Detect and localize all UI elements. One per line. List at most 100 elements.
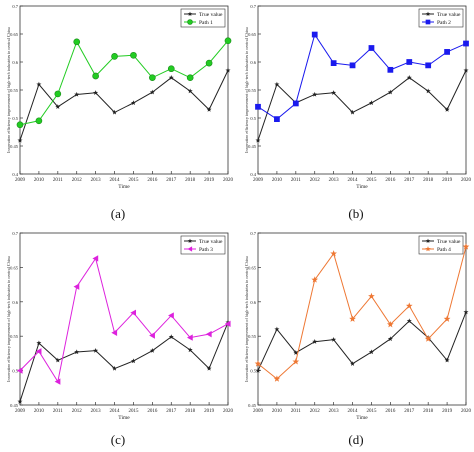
legend-label: True value <box>199 12 223 18</box>
series-true-value <box>255 67 469 143</box>
legend-marker <box>187 19 193 25</box>
series-true-value <box>17 319 231 404</box>
x-tick-label: 2017 <box>166 178 177 183</box>
data-point <box>292 358 300 365</box>
data-point <box>387 320 394 328</box>
plot-frame <box>19 232 229 406</box>
data-point <box>255 367 261 373</box>
x-tick-label: 2011 <box>53 409 63 414</box>
data-point <box>254 360 262 367</box>
x-tick-label: 2014 <box>110 409 121 414</box>
series-path <box>254 243 470 382</box>
data-point <box>186 74 194 82</box>
x-axis-label: Time <box>118 415 130 421</box>
y-tick-label: 0.65 <box>10 265 19 270</box>
legend: True value Path 2 <box>418 8 464 28</box>
legend-marker <box>425 246 431 252</box>
x-tick-label: 2013 <box>91 409 102 414</box>
data-point <box>444 49 450 55</box>
data-point <box>350 109 356 115</box>
data-point <box>36 340 42 346</box>
plot-frame <box>257 5 467 175</box>
data-point <box>130 358 136 364</box>
legend: True value Path 1 <box>180 8 226 28</box>
series-line <box>19 40 229 126</box>
data-point <box>205 59 213 67</box>
data-point <box>443 315 451 322</box>
data-point <box>187 88 193 94</box>
data-point <box>425 62 432 69</box>
legend-label: True value <box>437 12 461 18</box>
x-tick-label: 2019 <box>442 178 453 183</box>
x-tick-label: 2015 <box>366 178 377 183</box>
x-tick-label: 2017 <box>404 178 415 183</box>
data-point <box>292 100 299 107</box>
series-path <box>255 31 469 122</box>
y-tick-label: 0.6 <box>12 60 18 65</box>
legend-label: True value <box>437 239 461 245</box>
x-tick-label: 2011 <box>53 178 63 183</box>
chart-panel-3: 0.45 0.5 0.55 0.6 0.65 0.7 2009 2010 2011 2012 201… <box>6 231 234 421</box>
data-point <box>16 121 24 129</box>
data-point <box>224 37 232 45</box>
y-tick-label: 0.7 <box>250 4 256 9</box>
y-axis-label: Innovation efficiency improvement of hig… <box>244 256 249 382</box>
x-tick-label: 2011 <box>291 178 301 183</box>
x-tick-label: 2016 <box>147 178 158 183</box>
x-tick-label: 2012 <box>310 409 321 414</box>
data-point <box>149 74 156 82</box>
series-line <box>19 257 229 383</box>
data-point <box>168 334 174 340</box>
chart-panel-4: 0.45 0.5 0.55 0.6 0.65 0.7 2009 2010 2011 2012 201… <box>244 231 472 421</box>
x-tick-label: 2020 <box>461 409 472 414</box>
legend-label: True value <box>199 239 223 245</box>
caption-c: (c) <box>110 432 126 447</box>
data-point <box>331 90 337 95</box>
x-tick-label: 2020 <box>223 178 234 183</box>
legend-marker <box>425 238 431 243</box>
x-tick-label: 2018 <box>423 178 434 183</box>
data-point <box>149 89 155 95</box>
y-tick-label: 0.5 <box>250 116 256 121</box>
data-point <box>424 335 432 342</box>
data-point <box>206 365 212 371</box>
x-tick-label: 2009 <box>15 178 26 183</box>
data-point <box>187 347 193 353</box>
x-tick-label: 2010 <box>272 409 283 414</box>
x-tick-label: 2018 <box>185 409 196 414</box>
y-tick-label: 0.7 <box>12 231 18 236</box>
data-point <box>111 53 118 60</box>
data-point <box>93 348 99 353</box>
x-tick-label: 2012 <box>72 409 83 414</box>
x-tick-label: 2017 <box>166 409 177 414</box>
y-tick-label: 0.65 <box>248 32 257 37</box>
series-line <box>257 33 467 120</box>
x-tick-label: 2018 <box>423 409 434 414</box>
series-line <box>257 70 467 141</box>
data-point <box>444 357 450 363</box>
y-tick-label: 0.45 <box>10 403 19 408</box>
x-tick-label: 2010 <box>272 178 283 183</box>
data-point <box>93 90 99 95</box>
y-axis-label: Innovation efficiency improvement of hig… <box>6 256 11 382</box>
data-point <box>17 137 23 143</box>
legend-marker <box>187 246 193 252</box>
legend-label: Path 3 <box>199 247 213 253</box>
y-tick-label: 0.55 <box>248 334 257 339</box>
data-point <box>92 72 99 80</box>
x-tick-label: 2014 <box>348 409 359 414</box>
caption-b: (b) <box>348 206 364 221</box>
data-point <box>387 89 393 95</box>
data-point <box>255 103 261 110</box>
data-point <box>167 65 175 73</box>
data-point <box>35 117 43 125</box>
data-point <box>368 100 374 106</box>
x-axis-label: Time <box>118 184 130 190</box>
data-point <box>444 106 450 112</box>
y-tick-label: 0.65 <box>248 265 257 270</box>
data-point <box>330 60 337 66</box>
data-point <box>55 357 61 363</box>
y-tick-label: 0.6 <box>250 60 256 65</box>
x-tick-label: 2019 <box>204 409 215 414</box>
data-point <box>463 40 469 47</box>
